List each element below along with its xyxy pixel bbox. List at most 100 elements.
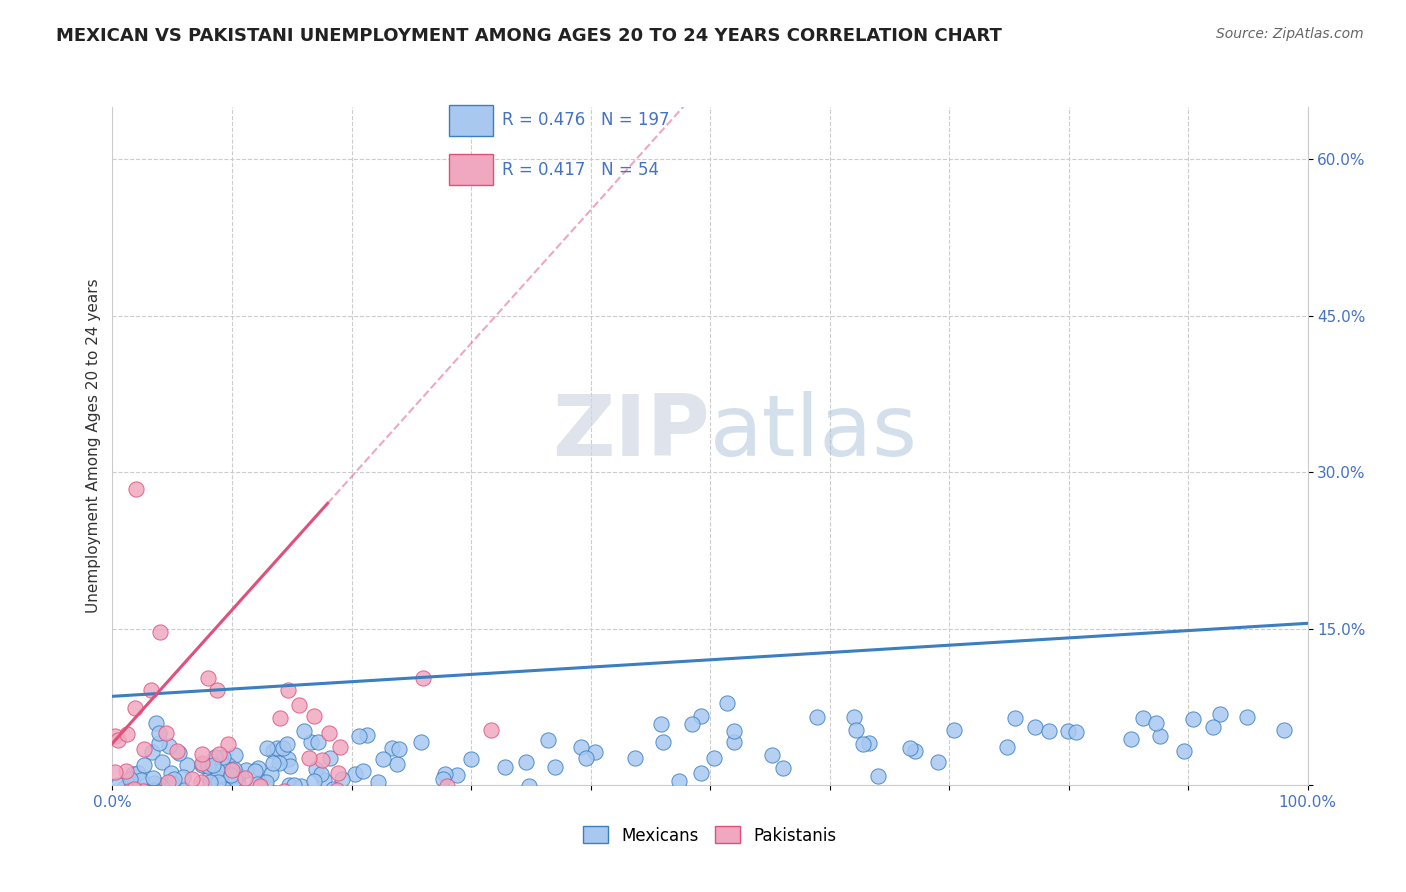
Point <box>277 705 299 719</box>
Point <box>155 596 177 610</box>
Point <box>260 671 283 685</box>
Point <box>236 724 259 739</box>
Point <box>689 564 711 578</box>
Point <box>723 591 745 606</box>
Point <box>202 708 225 723</box>
Point <box>806 566 828 580</box>
Point <box>122 690 145 705</box>
Point <box>858 613 880 627</box>
Text: ZIP: ZIP <box>553 391 710 474</box>
Point <box>271 624 294 638</box>
Point <box>273 702 295 716</box>
Point <box>247 659 270 673</box>
Point <box>235 662 257 676</box>
Point <box>122 671 145 685</box>
Point <box>411 613 433 627</box>
Point <box>128 713 150 727</box>
Point <box>118 738 141 752</box>
Point <box>149 690 172 704</box>
Point <box>544 657 567 672</box>
Point <box>141 631 163 645</box>
Point <box>352 665 374 679</box>
Point <box>319 641 342 656</box>
Point <box>312 757 335 772</box>
Point <box>904 628 927 642</box>
Point <box>1202 584 1225 599</box>
Point <box>150 648 173 663</box>
Point <box>277 517 299 532</box>
Point <box>575 640 598 655</box>
Point <box>294 706 316 721</box>
Point <box>690 669 713 683</box>
Point <box>201 745 224 759</box>
Point <box>852 615 875 630</box>
Point <box>112 715 135 730</box>
Point <box>1173 629 1195 643</box>
Point <box>111 723 134 738</box>
Point <box>190 685 212 699</box>
Point <box>681 579 703 593</box>
Point <box>302 564 325 578</box>
Point <box>146 705 169 719</box>
Point <box>150 744 173 758</box>
Point <box>278 656 301 670</box>
Point <box>569 622 592 636</box>
Point <box>995 621 1018 635</box>
Point <box>412 496 434 510</box>
Point <box>176 714 198 729</box>
Text: R = 0.476   N = 197: R = 0.476 N = 197 <box>502 112 669 129</box>
Point <box>311 670 333 684</box>
Point <box>104 602 127 616</box>
Point <box>221 664 243 678</box>
Point <box>254 687 277 701</box>
Text: R = 0.417   N = 54: R = 0.417 N = 54 <box>502 161 659 178</box>
Point <box>266 624 288 638</box>
Point <box>1038 591 1060 606</box>
Point <box>198 708 221 723</box>
Point <box>481 590 503 604</box>
Point <box>218 615 240 630</box>
Point <box>120 681 142 695</box>
Point <box>222 713 245 727</box>
Point <box>120 730 142 744</box>
Point <box>207 685 229 699</box>
Point <box>723 612 745 626</box>
Point <box>214 681 236 695</box>
Point <box>494 657 516 672</box>
Point <box>652 611 675 625</box>
Point <box>125 152 148 166</box>
Text: MEXICAN VS PAKISTANI UNEMPLOYMENT AMONG AGES 20 TO 24 YEARS CORRELATION CHART: MEXICAN VS PAKISTANI UNEMPLOYMENT AMONG … <box>56 27 1002 45</box>
Point <box>132 655 155 669</box>
Point <box>129 682 152 697</box>
Point <box>761 635 783 649</box>
Point <box>142 706 165 720</box>
Point <box>242 754 264 768</box>
Point <box>176 655 198 669</box>
Point <box>134 625 156 640</box>
Point <box>1004 568 1026 582</box>
Point <box>290 691 312 706</box>
Point <box>149 413 172 427</box>
Point <box>142 678 165 692</box>
Point <box>134 729 156 743</box>
Point <box>187 721 209 735</box>
Text: Source: ZipAtlas.com: Source: ZipAtlas.com <box>1216 27 1364 41</box>
Point <box>326 698 349 713</box>
Point <box>205 517 228 532</box>
Point <box>329 622 352 636</box>
Point <box>1182 571 1205 585</box>
Point <box>231 723 253 737</box>
Point <box>217 655 239 669</box>
Point <box>112 696 135 710</box>
Point <box>1064 595 1087 609</box>
Point <box>927 648 949 663</box>
Point <box>347 601 370 615</box>
Point <box>186 717 208 731</box>
Point <box>114 724 136 739</box>
Point <box>138 714 160 729</box>
Point <box>159 669 181 683</box>
Point <box>121 698 143 713</box>
Y-axis label: Unemployment Among Ages 20 to 24 years: Unemployment Among Ages 20 to 24 years <box>86 278 101 614</box>
Point <box>173 742 195 756</box>
Point <box>1209 561 1232 575</box>
